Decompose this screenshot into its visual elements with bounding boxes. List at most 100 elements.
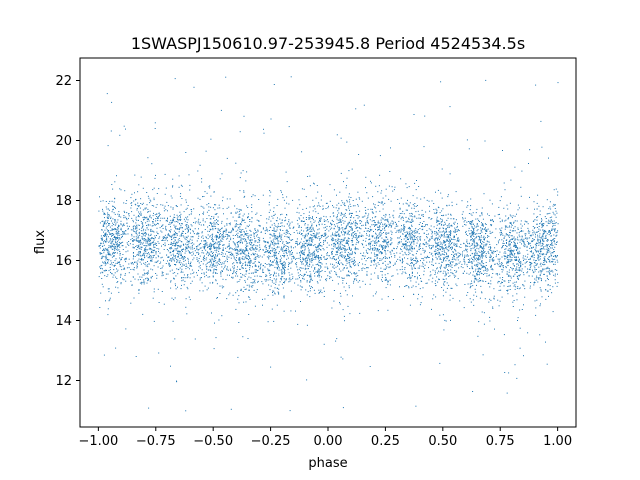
data-point: [334, 239, 336, 241]
data-point: [106, 276, 108, 277]
data-point: [368, 242, 370, 244]
data-point: [456, 263, 458, 265]
data-point: [208, 203, 210, 204]
data-point: [453, 222, 455, 224]
data-point: [112, 228, 114, 230]
data-point: [336, 134, 338, 136]
data-point: [156, 213, 158, 215]
data-point: [375, 228, 376, 230]
data-point: [282, 264, 284, 266]
data-point: [539, 263, 541, 265]
data-point: [356, 272, 358, 274]
data-point: [236, 253, 238, 254]
data-point: [358, 216, 360, 218]
data-point: [116, 247, 118, 249]
data-point: [473, 280, 475, 282]
data-point: [485, 227, 486, 229]
data-point: [427, 256, 429, 258]
data-point: [379, 258, 381, 259]
data-point: [535, 314, 537, 316]
data-point: [117, 213, 119, 215]
data-point: [236, 262, 238, 264]
data-point: [230, 237, 232, 239]
data-point: [282, 266, 284, 268]
data-point: [133, 239, 135, 241]
data-point: [179, 227, 181, 229]
data-point: [304, 248, 306, 250]
data-point: [170, 258, 172, 260]
data-point: [117, 244, 119, 246]
data-point: [542, 253, 544, 255]
data-point: [435, 237, 437, 239]
data-point: [311, 218, 313, 219]
data-point: [345, 241, 347, 243]
data-point: [156, 248, 158, 249]
data-point: [442, 208, 444, 210]
data-point: [537, 250, 539, 252]
data-point: [249, 249, 251, 250]
data-point: [186, 228, 188, 230]
data-point: [170, 226, 171, 228]
data-point: [325, 226, 326, 228]
data-point: [154, 249, 156, 251]
data-point: [506, 290, 508, 291]
data-point: [175, 288, 177, 290]
data-point: [116, 229, 118, 231]
data-point: [210, 221, 212, 223]
data-point: [348, 240, 349, 242]
data-point: [403, 226, 405, 227]
data-point: [426, 234, 428, 235]
data-point: [355, 275, 357, 277]
data-point: [231, 230, 233, 232]
data-point: [101, 257, 103, 259]
data-point: [223, 230, 225, 232]
data-point: [226, 157, 228, 159]
data-point: [301, 261, 303, 263]
data-point: [254, 233, 256, 235]
data-point: [402, 217, 404, 219]
data-point: [300, 246, 302, 248]
data-point: [548, 249, 550, 251]
data-point: [196, 272, 197, 274]
data-point: [136, 227, 138, 229]
data-point: [361, 234, 363, 236]
data-point: [220, 109, 222, 111]
data-point: [142, 313, 144, 315]
data-point: [250, 261, 252, 263]
data-point: [390, 222, 392, 224]
data-point: [508, 236, 510, 238]
data-point: [307, 247, 309, 249]
data-point: [540, 289, 542, 291]
data-point: [434, 283, 436, 284]
data-point: [152, 242, 154, 244]
data-point: [542, 239, 544, 241]
data-point: [451, 205, 453, 207]
data-point: [141, 237, 143, 239]
data-point: [224, 225, 226, 227]
data-point: [156, 261, 158, 263]
data-point: [246, 254, 248, 256]
data-point: [519, 269, 520, 271]
data-point: [288, 221, 290, 223]
data-point: [230, 254, 232, 255]
data-point: [485, 224, 487, 225]
data-point: [109, 200, 111, 202]
data-point: [150, 242, 152, 244]
data-point: [479, 268, 481, 270]
data-point: [307, 240, 308, 242]
data-point: [444, 256, 446, 258]
data-point: [267, 242, 268, 243]
data-point: [114, 224, 116, 226]
data-point: [431, 264, 433, 266]
data-point: [415, 206, 417, 207]
data-point: [366, 234, 368, 236]
data-point: [527, 268, 528, 270]
data-point: [186, 218, 187, 220]
data-point: [364, 264, 366, 266]
data-point: [304, 249, 306, 251]
data-point: [551, 240, 553, 241]
data-point: [283, 256, 285, 258]
data-point: [331, 244, 333, 246]
data-point: [434, 274, 436, 275]
data-point: [476, 272, 478, 274]
